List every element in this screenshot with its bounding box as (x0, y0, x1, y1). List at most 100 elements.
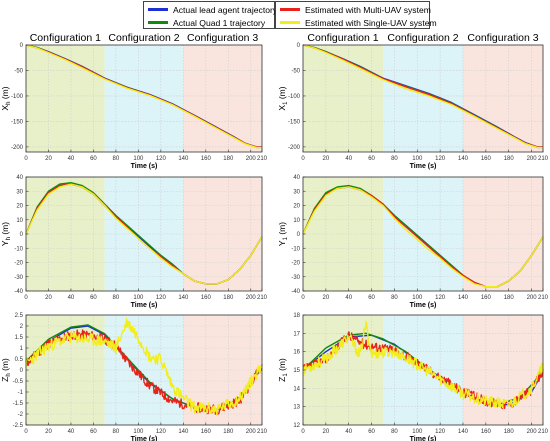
config-band (463, 177, 543, 291)
x-tick-label: 160 (481, 429, 492, 435)
legend-swatch (280, 21, 300, 24)
y-tick-label: -150 (11, 119, 24, 125)
x-axis-label: Time (s) (131, 436, 158, 441)
config-band (383, 45, 463, 152)
y-tick-label: -1 (18, 390, 24, 396)
y-axis-label-unit: (m) (0, 86, 10, 101)
x-tick-label: 60 (90, 295, 97, 301)
y-axis-label-main: X (0, 105, 10, 111)
legend-left: Actual lead agent trajectory Actual Quad… (143, 1, 278, 29)
y-tick-label: 0 (297, 232, 301, 238)
config-label: Configuration 2 (387, 32, 458, 44)
x-tick-label: 0 (301, 429, 305, 435)
x-tick-label: 40 (345, 156, 352, 162)
y-tick-label: 40 (16, 175, 23, 181)
y-tick-label: -50 (291, 68, 300, 74)
x-tick-label: 120 (156, 429, 167, 435)
x-tick-label: 100 (133, 429, 144, 435)
y-tick-label: 0 (20, 43, 24, 49)
x-axis-label: Time (s) (131, 163, 158, 170)
x-tick-label: 210 (257, 295, 268, 301)
x-tick-label: 180 (504, 156, 515, 162)
y-axis-label: Zh (m) (0, 358, 12, 382)
y-tick-label: -30 (14, 275, 23, 281)
x-tick-label: 160 (201, 295, 212, 301)
y-tick-label: 30 (16, 189, 23, 195)
config-band (104, 45, 184, 152)
x-tick-label: 20 (45, 156, 52, 162)
legend-entry-multi-uav: Estimated with Multi-UAV system (280, 3, 431, 16)
x-axis-label: Time (s) (131, 302, 158, 309)
y-tick-label: -100 (11, 94, 24, 100)
y-axis-label-main: X (277, 105, 287, 111)
y-tick-label: -2.5 (13, 423, 24, 429)
y-axis-label: Y1 (m) (277, 222, 289, 246)
x-tick-label: 0 (24, 429, 28, 435)
x-tick-label: 0 (24, 295, 28, 301)
legend-label: Actual Quad 1 trajectory (173, 17, 266, 28)
y-tick-label: -2 (18, 412, 24, 418)
x-tick-label: 40 (345, 429, 352, 435)
config-band (183, 45, 262, 152)
x-tick-label: 200 (527, 295, 538, 301)
y-tick-label: -20 (14, 261, 23, 267)
x-tick-label: 0 (301, 156, 305, 162)
x-tick-label: 100 (133, 156, 144, 162)
y-tick-label: 20 (16, 204, 23, 210)
x-tick-label: 210 (538, 156, 549, 162)
x-tick-label: 210 (257, 156, 268, 162)
y-axis-label-unit: (m) (277, 222, 287, 237)
y-axis-label-subscript: h (6, 237, 12, 240)
x-tick-label: 180 (223, 156, 234, 162)
legend-entry-quad1: Actual Quad 1 trajectory (148, 16, 265, 29)
y-tick-label: 1.5 (15, 335, 24, 341)
y-tick-label: 15 (293, 368, 300, 374)
y-tick-label: 10 (16, 218, 23, 224)
x-tick-label: 60 (90, 429, 97, 435)
x-tick-label: 40 (68, 429, 75, 435)
x-tick-label: 200 (246, 156, 257, 162)
y-tick-label: 0.5 (15, 357, 24, 363)
y-tick-label: -40 (14, 289, 23, 295)
series-line (302, 186, 544, 288)
x-tick-label: 80 (113, 429, 120, 435)
y-tick-label: -150 (288, 119, 301, 125)
x-tick-label: 80 (113, 295, 120, 301)
y-tick-label: 1 (20, 346, 24, 352)
y-tick-label: 14 (293, 386, 300, 392)
x-tick-label: 80 (391, 156, 398, 162)
y-tick-label: -200 (288, 145, 301, 151)
y-axis-label-main: Y (277, 240, 287, 246)
x-tick-label: 180 (223, 295, 234, 301)
x-tick-label: 120 (156, 156, 167, 162)
series-line (25, 318, 263, 416)
y-tick-label: -40 (291, 289, 300, 295)
y-axis-label-subscript: h (6, 373, 12, 376)
x-tick-label: 100 (412, 295, 423, 301)
y-axis-label: Yh (m) (0, 222, 12, 246)
x-tick-label: 80 (113, 156, 120, 162)
y-axis-label-unit: (m) (0, 358, 10, 373)
legend-label: Estimated with Single-UAV system (305, 17, 437, 28)
x-tick-label: 0 (24, 156, 28, 162)
x-tick-label: 140 (458, 429, 469, 435)
chart-panel-top-right: Configuration 1 Configuration 2 Configurat… (277, 32, 549, 170)
axes-frame (25, 44, 263, 153)
y-axis-label-unit: (m) (277, 358, 287, 373)
chart-panel-middle-right: 0 20 40 60 80 100 120 140 160 180 200 210403020100-… (277, 175, 549, 309)
x-tick-label: 60 (368, 429, 375, 435)
x-tick-label: 140 (178, 295, 189, 301)
y-tick-label: 18 (293, 313, 300, 319)
legend-entry-single-uav: Estimated with Single-UAV system (280, 16, 437, 29)
axes-frame (302, 44, 544, 153)
y-axis-label-subscript: 1 (283, 236, 289, 240)
legend-label: Actual lead agent trajectory (173, 4, 278, 15)
x-tick-label: 80 (391, 295, 398, 301)
y-tick-label: -200 (11, 145, 24, 151)
config-label: Configuration 1 (307, 32, 378, 44)
legend-swatch (280, 8, 300, 11)
y-axis-label-main: Z (277, 377, 287, 382)
chart-panel-middle-left: 0 20 40 60 80 100 120 140 160 180 200 210403020100-… (0, 175, 268, 309)
y-tick-label: -10 (14, 246, 23, 252)
